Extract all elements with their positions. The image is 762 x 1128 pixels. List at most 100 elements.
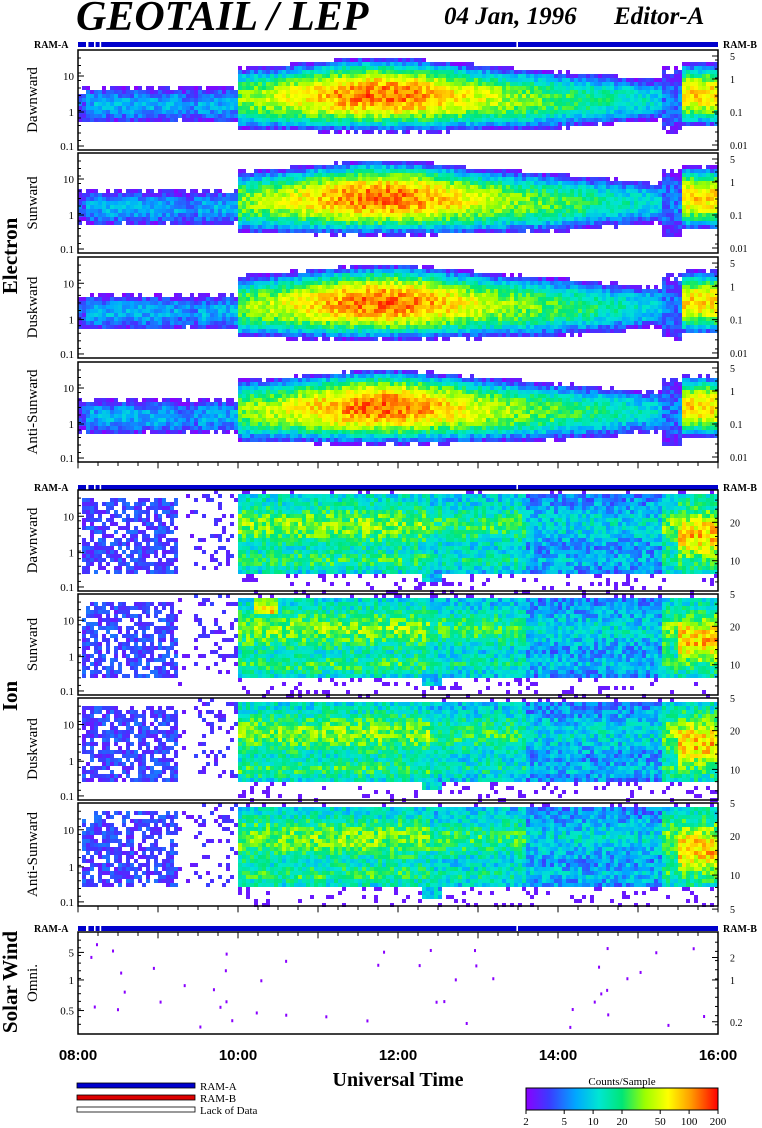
electron-anti-sunward-panel: 10 1 0.1 5 1 0.1 0.01 Anti-Sunward bbox=[25, 361, 748, 465]
electron-dawnward-ytick-left: 10 bbox=[63, 71, 75, 83]
electron-duskward-panel: 10 1 0.1 5 1 0.1 0.01 Duskward bbox=[25, 256, 748, 361]
electron-duskward-ytick-right: 0.01 bbox=[730, 349, 748, 360]
electron-duskward-ytick-right: 1 bbox=[730, 282, 735, 293]
electron-sunward-ytick-right: 0.1 bbox=[730, 211, 743, 222]
legend-label: RAM-B bbox=[200, 1093, 236, 1105]
ion-sunward-panel-label: Sunward bbox=[25, 617, 41, 671]
ion-ram-a-label: RAM-A bbox=[34, 483, 69, 494]
ion-duskward-ytick-left: 0.1 bbox=[60, 791, 74, 803]
electron-duskward-panel-label: Duskward bbox=[25, 276, 41, 338]
ion-duskward-ytick-right: 10 bbox=[730, 765, 740, 776]
ion-duskward-panel-label: Duskward bbox=[25, 718, 41, 780]
solar-wind-omni-ytick-left: 0.5 bbox=[60, 1006, 74, 1018]
ion-dawnward-ytick-left: 0.1 bbox=[60, 582, 74, 594]
solar-wind-omni-frame bbox=[77, 931, 719, 1035]
ion-ram-a-strip bbox=[78, 485, 718, 490]
ion-ram-b-label: RAM-B bbox=[723, 483, 757, 494]
ion-sunward-ytick-right: 20 bbox=[730, 622, 740, 633]
electron-sunward-panel-label: Sunward bbox=[25, 176, 41, 230]
electron-dawnward-frame bbox=[77, 49, 719, 151]
ion-anti-sunward-ytick-right: 5 bbox=[730, 905, 735, 916]
electron-anti-sunward-ytick-left: 0.1 bbox=[60, 453, 74, 465]
x-tick-label: 16:00 bbox=[699, 1047, 737, 1064]
solar-wind-omni-ytick-left: 1 bbox=[69, 975, 75, 987]
ion-dawnward-panel: 10 1 0.1 20 10 5 Dawnward bbox=[25, 489, 740, 601]
electron-duskward-ytick-right: 0.1 bbox=[730, 316, 743, 327]
colorbar-tick-label: 20 bbox=[617, 1116, 629, 1128]
ion-duskward-panel: 10 1 0.1 20 10 5 Duskward bbox=[25, 697, 740, 810]
ion-duskward-spectrogram bbox=[82, 698, 718, 802]
plot-editor: Editor-A bbox=[614, 2, 704, 32]
legend-swatch bbox=[76, 1094, 196, 1101]
colorbar: Counts/Sample 2 5 10 20 50 100 200 bbox=[523, 1076, 727, 1128]
electron-sunward-ytick-left: 10 bbox=[63, 174, 75, 186]
x-tick-label: 12:00 bbox=[379, 1047, 417, 1064]
plot-date: 04 Jan, 1996 bbox=[444, 2, 577, 32]
ion-dawnward-ytick-left: 10 bbox=[63, 511, 75, 523]
electron-anti-sunward-ytick-right: 1 bbox=[730, 387, 735, 398]
ion-duskward-ytick-left: 10 bbox=[63, 720, 75, 732]
colorbar-tick-label: 10 bbox=[588, 1116, 600, 1128]
solar-wind-ram-b-label: RAM-B bbox=[723, 924, 757, 935]
ion-anti-sunward-ytick-right: 10 bbox=[730, 871, 740, 882]
ion-sunward-ytick-left: 10 bbox=[63, 615, 75, 627]
plot-title: GEOTAIL / LEP bbox=[76, 0, 368, 40]
ion-group-label: Ion bbox=[0, 681, 22, 712]
electron-anti-sunward-ytick-right: 0.01 bbox=[730, 453, 748, 464]
electron-dawnward-ytick-left: 1 bbox=[69, 107, 75, 119]
solar-wind-ram-a-label: RAM-A bbox=[34, 924, 69, 935]
electron-duskward-ytick-left: 0.1 bbox=[60, 349, 74, 361]
ion-anti-sunward-panel: 10 1 0.1 20 10 5 Anti-Sunward bbox=[25, 802, 740, 916]
colorbar-tick-label: 5 bbox=[561, 1116, 567, 1128]
ion-ram-bar: RAM-A RAM-B bbox=[34, 483, 757, 494]
legend-label: Lack of Data bbox=[200, 1105, 258, 1117]
ion-anti-sunward-ytick-left: 10 bbox=[63, 825, 75, 837]
electron-anti-sunward-panel-label: Anti-Sunward bbox=[25, 369, 41, 454]
electron-dawnward-spectrogram bbox=[78, 58, 718, 134]
solar-wind-omni-panel-label: Omni. bbox=[25, 964, 41, 1002]
electron-duskward-ytick-right: 5 bbox=[730, 259, 735, 270]
electron-dawnward-ytick-left: 0.1 bbox=[60, 141, 74, 153]
electron-duskward-spectrogram bbox=[78, 265, 718, 341]
solar-wind-omni-ytick-right: 1 bbox=[730, 976, 735, 987]
ion-sunward-ytick-right: 10 bbox=[730, 661, 740, 672]
ion-dawnward-ytick-right: 5 bbox=[730, 590, 735, 601]
electron-anti-sunward-ytick-left: 10 bbox=[63, 383, 75, 395]
legend-swatch bbox=[76, 1082, 196, 1089]
colorbar-title: Counts/Sample bbox=[588, 1076, 655, 1088]
electron-sunward-ytick-left: 0.1 bbox=[60, 244, 74, 256]
colorbar-tick-label: 100 bbox=[681, 1116, 698, 1128]
electron-sunward-ytick-right: 1 bbox=[730, 178, 735, 189]
ion-anti-sunward-spectrogram bbox=[82, 803, 718, 907]
ion-dawnward-panel-label: Dawnward bbox=[25, 507, 41, 573]
solar-wind-omni-panel: 5 1 0.5 2 1 0.2 Omni. bbox=[25, 931, 743, 1035]
ion-duskward-ytick-left: 1 bbox=[69, 756, 75, 768]
ion-duskward-ytick-right: 5 bbox=[730, 799, 735, 810]
electron-ram-a-strip bbox=[78, 42, 718, 47]
x-tick-label: 10:00 bbox=[219, 1047, 257, 1064]
electron-anti-sunward-spectrogram bbox=[78, 370, 718, 446]
ion-anti-sunward-ytick-right: 20 bbox=[730, 832, 740, 843]
solar-wind-omni-ytick-right: 2 bbox=[730, 954, 735, 965]
ion-sunward-spectrogram bbox=[82, 594, 718, 698]
ion-dawnward-ytick-right: 10 bbox=[730, 557, 740, 568]
x-axis-label: Universal Time bbox=[333, 1069, 464, 1091]
electron-dawnward-ytick-right: 5 bbox=[730, 52, 735, 63]
ion-duskward-frame bbox=[77, 697, 719, 801]
electron-dawnward-panel-label: Dawnward bbox=[25, 67, 41, 133]
electron-group-label: Electron bbox=[0, 217, 22, 294]
electron-duskward-ytick-left: 10 bbox=[63, 278, 75, 290]
electron-anti-sunward-ytick-left: 1 bbox=[69, 419, 75, 431]
electron-dawnward-panel: 10 1 0.1 5 1 0.1 0.01 Dawnward bbox=[25, 49, 748, 153]
colorbar-tick-label: 200 bbox=[710, 1116, 727, 1128]
solar-wind-omni-ytick-left: 5 bbox=[69, 947, 75, 959]
colorbar-tick-label: 2 bbox=[523, 1116, 529, 1128]
x-tick-label: 14:00 bbox=[539, 1047, 577, 1064]
solar-wind-ram-bar: RAM-A RAM-B bbox=[34, 924, 757, 935]
ion-anti-sunward-ytick-left: 1 bbox=[69, 862, 75, 874]
solar-wind-dots bbox=[90, 943, 706, 1029]
electron-sunward-spectrogram bbox=[78, 161, 718, 237]
solar-wind-ram-a-strip bbox=[78, 926, 718, 931]
